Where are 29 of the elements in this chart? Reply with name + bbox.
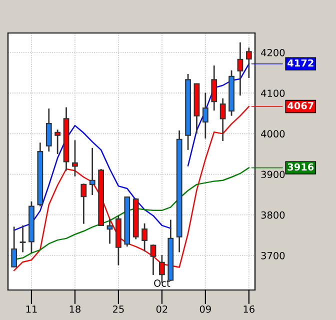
candlestick <box>20 224 26 253</box>
data-label: 3916 <box>288 163 314 171</box>
candlestick <box>142 222 148 252</box>
x-tick-label: 11 <box>26 306 37 313</box>
y-tick-label: 4200 <box>261 48 285 56</box>
data-label: 4067 <box>288 102 314 110</box>
y-tick-label: 3900 <box>261 170 285 178</box>
x-tick-label: 18 <box>70 305 80 313</box>
y-tick-label: 3700 <box>261 252 285 260</box>
candlestick <box>80 182 87 225</box>
y-tick-label: 4100 <box>261 90 285 97</box>
y-tick-label: 4000 <box>261 130 285 138</box>
candlestick <box>202 92 208 140</box>
x-tick-label: 16 <box>244 305 254 313</box>
candlestick <box>72 139 78 178</box>
candlestick <box>46 108 52 152</box>
y-tick-label: 3800 <box>261 211 285 219</box>
candlestick <box>246 46 252 79</box>
candlestick <box>211 64 218 112</box>
data-label: 4172 <box>288 59 314 67</box>
x-tick-label: 02 <box>156 305 168 313</box>
annotation: Oct <box>154 279 170 287</box>
candlestick <box>89 147 96 196</box>
candlestick <box>237 42 244 96</box>
candlestick <box>54 128 61 155</box>
candlestick <box>106 218 113 244</box>
x-tick-label: 09 <box>200 305 211 313</box>
candlestick <box>11 226 18 268</box>
x-tick-label: 25 <box>112 305 124 313</box>
